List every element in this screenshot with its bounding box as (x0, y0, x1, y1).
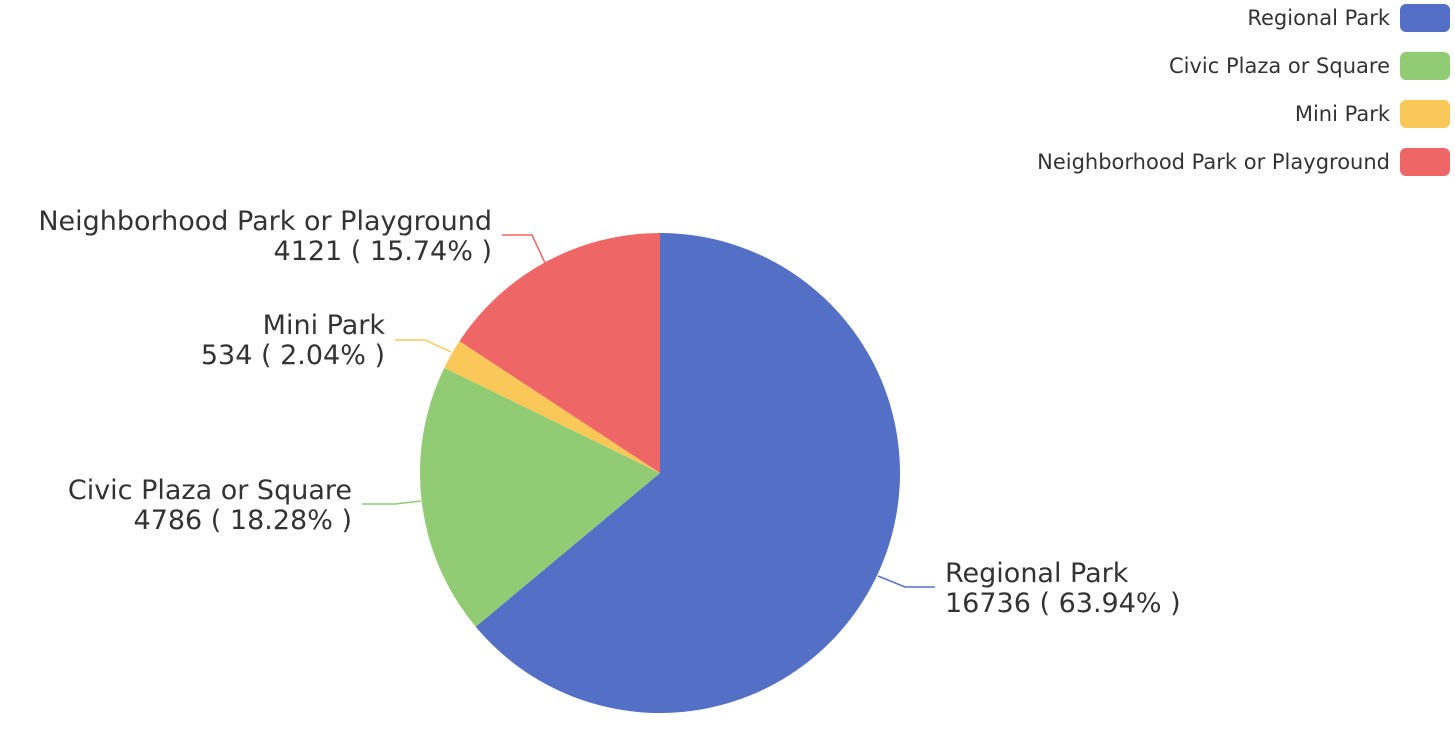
pie-slice-civic-plaza-or-square[interactable] (420, 367, 660, 627)
slice-label-value-civic-plaza-or-square: 4786 ( 18.28% ) (134, 505, 352, 536)
leader-line-regional-park (877, 575, 935, 588)
legend-item-civic-plaza-or-square[interactable]: Civic Plaza or Square (1169, 52, 1450, 80)
legend-label-neighborhood-park-or-playground: Neighborhood Park or Playground (1037, 150, 1390, 174)
legend-label-mini-park: Mini Park (1295, 102, 1391, 126)
legend-label-regional-park: Regional Park (1247, 6, 1390, 30)
slice-label-name-mini-park: Mini Park (263, 310, 386, 341)
legend-swatch-mini-park (1400, 100, 1450, 128)
slice-label-value-mini-park: 534 ( 2.04% ) (201, 340, 385, 371)
legend-swatch-regional-park (1400, 4, 1450, 32)
legend-label-civic-plaza-or-square: Civic Plaza or Square (1169, 54, 1390, 78)
slice-label-name-civic-plaza-or-square: Civic Plaza or Square (68, 475, 352, 506)
leader-line-mini-park (395, 339, 452, 353)
leader-line-neighborhood-park-or-playground (502, 234, 546, 264)
slice-label-value-neighborhood-park-or-playground: 4121 ( 15.74% ) (274, 236, 492, 267)
legend-item-neighborhood-park-or-playground[interactable]: Neighborhood Park or Playground (1037, 148, 1450, 176)
slice-label-name-regional-park: Regional Park (945, 558, 1129, 589)
pie-slice-regional-park[interactable] (475, 233, 900, 713)
legend-item-mini-park[interactable]: Mini Park (1295, 100, 1450, 128)
pie-slice-mini-park[interactable] (444, 341, 660, 473)
legend-swatch-civic-plaza-or-square (1400, 52, 1450, 80)
label-leader-lines (362, 234, 935, 588)
slice-label-name-neighborhood-park-or-playground: Neighborhood Park or Playground (38, 206, 492, 237)
legend: Regional Park Civic Plaza or Square Mini P… (1037, 4, 1450, 176)
slice-label-value-regional-park: 16736 ( 63.94% ) (945, 588, 1181, 619)
legend-swatch-neighborhood-park-or-playground (1400, 148, 1450, 176)
legend-item-regional-park[interactable]: Regional Park (1247, 4, 1450, 32)
pie-slice-neighborhood-park-or-playground[interactable] (459, 233, 660, 473)
pie-slices (420, 233, 900, 713)
leader-line-civic-plaza-or-square (362, 500, 422, 505)
